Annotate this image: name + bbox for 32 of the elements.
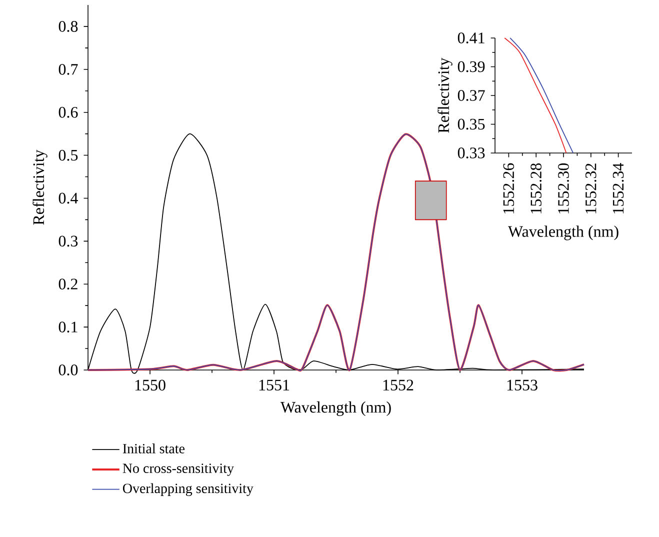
x-axis-title: Wavelength (nm) [508, 226, 618, 240]
x-tick-label: 1552.26 [503, 163, 514, 214]
x-tick-label: 1553 [507, 380, 538, 391]
y-tick-label: 0.8 [58, 21, 78, 32]
x-tick-label: 1552 [383, 380, 414, 391]
y-tick-label: 0.5 [58, 150, 78, 161]
line-series [510, 38, 574, 154]
x-tick-label: 1552.34 [612, 163, 624, 214]
legend-label: No cross-sensitivity [122, 464, 234, 476]
x-tick-label: 1552.30 [558, 163, 569, 214]
y-tick-label: 0.1 [58, 322, 78, 332]
y-tick-label: 0.0 [58, 364, 78, 376]
legend-label: Overlapping sensitivity [122, 483, 254, 496]
x-tick-label: 1552.32 [586, 164, 596, 214]
y-tick-label: 0.6 [58, 106, 78, 118]
x-tick-label: 1552.28 [530, 163, 542, 214]
y-tick-label: 0.4 [58, 192, 78, 204]
legend-label: Initial state [122, 444, 185, 454]
y-tick-label: 0.39 [458, 61, 485, 72]
y-tick-label: 0.35 [458, 118, 485, 130]
y-tick-label: 0.41 [458, 32, 484, 44]
x-tick-label: 1551 [259, 380, 290, 390]
y-axis-title: Reflectivity [32, 150, 48, 225]
line-series [504, 38, 567, 154]
x-axis-title: Wavelength (nm) [280, 401, 391, 416]
y-tick-label: 0.37 [458, 90, 485, 101]
y-tick-label: 0.2 [58, 278, 78, 290]
y-tick-label: 0.33 [458, 148, 485, 158]
y-axis-title: Reflectivity [438, 58, 452, 133]
y-tick-label: 0.7 [58, 64, 78, 75]
y-tick-label: 0.3 [58, 236, 78, 247]
x-tick-label: 1550 [135, 380, 166, 391]
